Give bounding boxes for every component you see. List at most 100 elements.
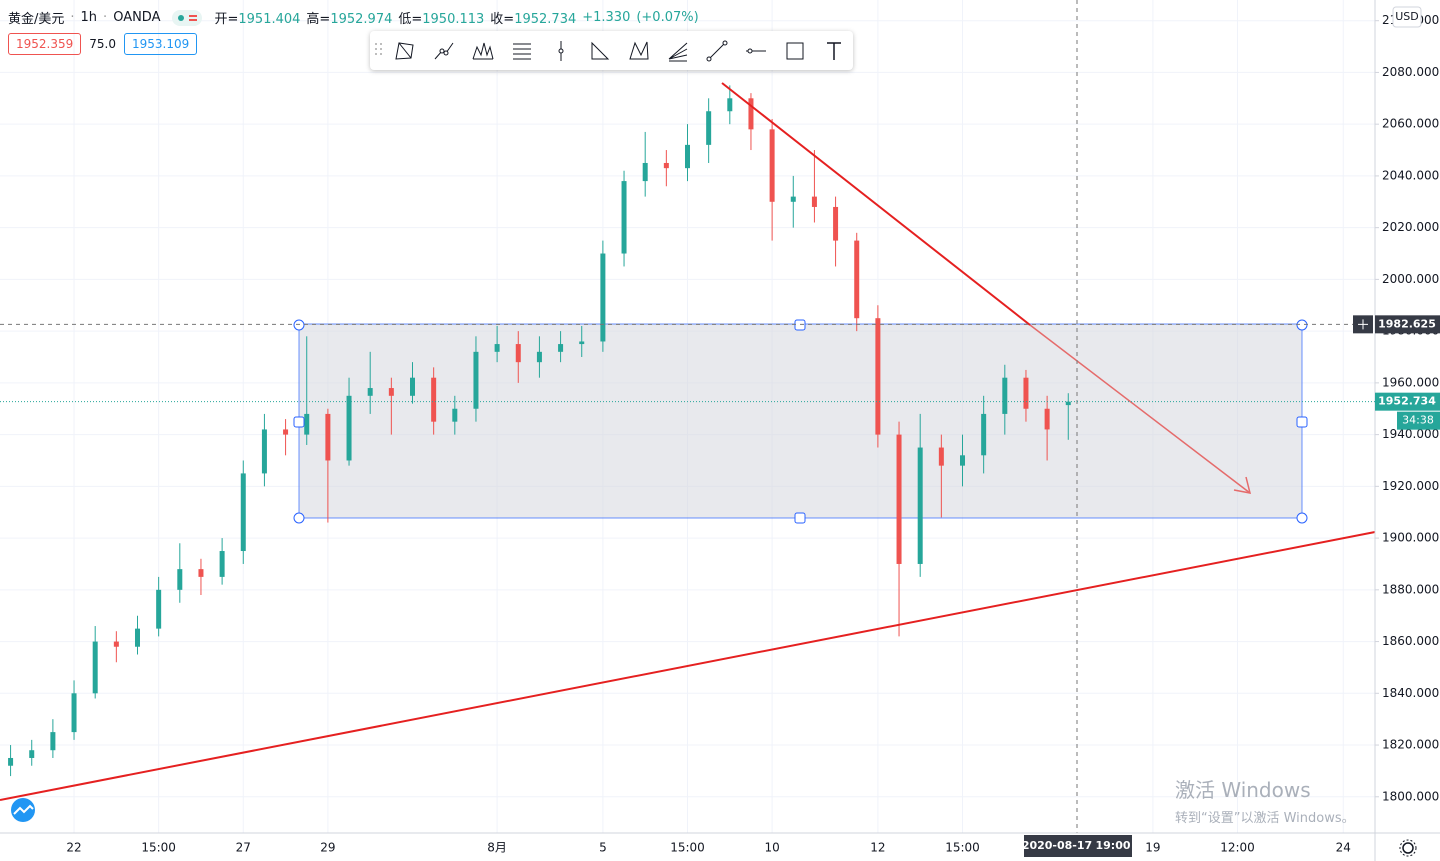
tool-text[interactable]	[814, 31, 853, 70]
trend-line[interactable]	[721, 82, 1031, 326]
y-tick-label: 2000.000	[1382, 272, 1439, 286]
y-tick-label: 1860.000	[1382, 634, 1439, 648]
candle-body	[1065, 401, 1071, 406]
candle-body	[92, 641, 98, 694]
candle-body	[410, 377, 415, 396]
axes: 1800.000 1820.000 1840.000 1860.000 1880.000…	[66, 13, 1439, 854]
tool-path[interactable]	[425, 31, 464, 70]
candle-body	[579, 341, 585, 345]
candle-body	[240, 473, 246, 552]
drawings	[298, 323, 1303, 519]
candle-body	[938, 447, 944, 466]
y-tick-label: 1900.000	[1382, 531, 1439, 545]
candle-body	[1002, 377, 1008, 414]
price-labels: 1952.734 34:38 1982.625	[0, 315, 1440, 430]
countdown: 34:38	[1402, 414, 1434, 427]
tool-triangle[interactable]	[581, 31, 620, 70]
y-tick-label: 1920.000	[1382, 479, 1439, 493]
watermark: 激活 Windows 转到“设置”以激活 Windows。	[1175, 774, 1355, 826]
arrow-head	[1233, 476, 1252, 494]
candle-body	[642, 162, 648, 182]
tool-fib[interactable]	[503, 31, 542, 70]
candle-body	[346, 395, 352, 461]
tool-hline[interactable]	[736, 31, 775, 70]
crosshair-price-box	[1375, 315, 1440, 334]
tool-vline[interactable]	[542, 31, 581, 70]
x-tick-label: 5	[599, 841, 607, 855]
tool-pattern[interactable]	[464, 31, 503, 70]
tool-polygon[interactable]	[386, 31, 425, 70]
crosshair-plus	[1358, 319, 1368, 330]
x-tick-label: 15:00	[670, 841, 705, 855]
candle-body	[917, 447, 923, 564]
x-tick-label: 29	[320, 841, 335, 855]
candle-body	[706, 111, 712, 145]
candle-body	[431, 377, 437, 422]
legend: 黄金/美元 · 1h · OANDA 开=1951.404 高=1952.974 低…	[8, 9, 699, 27]
candle-body	[198, 569, 204, 577]
candle-body	[283, 429, 289, 435]
tool-trendline[interactable]	[697, 31, 736, 70]
rectangle-drawing[interactable]	[298, 323, 1303, 519]
candle-body	[727, 98, 733, 112]
drawing-toolbar	[370, 31, 853, 70]
candle-body	[219, 551, 225, 577]
status	[172, 9, 203, 26]
y-tick-label: 2080.000	[1382, 65, 1439, 79]
candle-body	[621, 181, 627, 254]
candle-body	[135, 628, 140, 647]
candle-body	[896, 434, 902, 564]
candle-body	[452, 408, 458, 422]
x-tick-label: 10	[764, 841, 779, 855]
candle-body	[833, 206, 839, 241]
candle-body	[50, 732, 56, 751]
x-tick-label: 27	[236, 841, 251, 855]
candle-body	[177, 569, 183, 590]
trend-arrow[interactable]	[1029, 324, 1251, 494]
currency-button[interactable]	[1392, 6, 1422, 28]
open-label: 开=	[214, 12, 239, 27]
y-tick-label: 2020.000	[1382, 220, 1439, 234]
crosshair-date-box	[1024, 835, 1132, 857]
countdown-box	[1397, 411, 1440, 430]
trend-line[interactable]	[0, 531, 1376, 801]
crosshair-price: 1982.625	[1378, 317, 1436, 330]
tool-fan[interactable]	[658, 31, 697, 70]
watermark-subtitle: 转到“设置”以激活 Windows。	[1175, 811, 1355, 826]
bid[interactable]: 1952.359	[8, 33, 82, 55]
candle-body	[854, 240, 860, 319]
logo	[11, 798, 35, 822]
candle-body	[261, 429, 267, 474]
high: 1952.974	[330, 12, 393, 27]
y-tick-label: 1880.000	[1382, 582, 1439, 596]
candle-body	[875, 318, 881, 435]
candle-body	[515, 344, 521, 363]
tool-xabcd[interactable]	[620, 31, 659, 70]
candle-body	[304, 413, 310, 435]
x-tick-label: 15:00	[141, 841, 176, 855]
x-tick-label: 22	[66, 841, 81, 855]
x-tick-label: 24	[1336, 841, 1351, 855]
drag-handle[interactable]	[373, 41, 385, 61]
close: 1952.734	[514, 12, 577, 27]
source: OANDA	[113, 10, 161, 25]
x-tick-label: 12:00	[1220, 841, 1255, 855]
candle-body	[367, 388, 373, 396]
y-tick-label: 2040.000	[1382, 168, 1439, 182]
tool-rectangle[interactable]	[775, 31, 814, 70]
candle-body	[769, 129, 775, 202]
currency: USD	[1395, 10, 1419, 23]
settings-icon[interactable]	[1399, 839, 1417, 857]
last-price: 1952.734	[1378, 395, 1436, 408]
quote-boxes: 1952.359 75.0 1953.109	[8, 33, 198, 55]
symbol: 黄金/美元	[8, 12, 65, 27]
candle-body	[113, 641, 119, 647]
x-tick-label: 8月	[487, 841, 507, 855]
ask[interactable]: 1953.109	[123, 33, 198, 55]
change-pct: (+0.07%)	[636, 10, 699, 25]
y-tick-label: 1820.000	[1382, 738, 1439, 752]
candle-body	[388, 388, 394, 396]
candles	[8, 85, 1071, 777]
